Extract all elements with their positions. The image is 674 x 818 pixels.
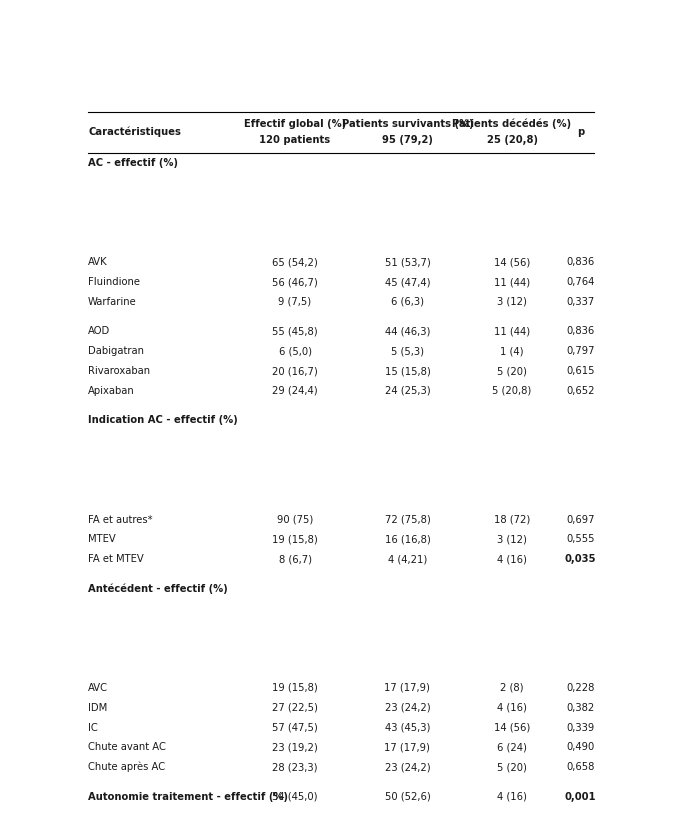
Text: 1 (4): 1 (4): [500, 346, 524, 356]
Text: IDM: IDM: [88, 703, 107, 712]
Text: Rivaroxaban: Rivaroxaban: [88, 366, 150, 376]
Text: 11 (44): 11 (44): [494, 277, 530, 287]
Text: 0,035: 0,035: [565, 554, 596, 564]
Text: 5 (20,8): 5 (20,8): [493, 386, 532, 396]
Text: 0,490: 0,490: [566, 742, 594, 753]
Text: 27 (22,5): 27 (22,5): [272, 703, 318, 712]
Text: Warfarine: Warfarine: [88, 297, 137, 307]
Text: 51 (53,7): 51 (53,7): [385, 257, 430, 267]
Text: Autonomie traitement - effectif (%): Autonomie traitement - effectif (%): [88, 792, 288, 802]
Text: 4 (4,21): 4 (4,21): [388, 554, 427, 564]
Text: Caractéristiques: Caractéristiques: [88, 127, 181, 137]
Text: 6 (24): 6 (24): [497, 742, 527, 753]
Text: 45 (47,4): 45 (47,4): [385, 277, 430, 287]
Text: 20 (16,7): 20 (16,7): [272, 366, 318, 376]
Text: 0,797: 0,797: [566, 346, 594, 356]
Text: 43 (45,3): 43 (45,3): [385, 722, 430, 732]
Text: 19 (15,8): 19 (15,8): [272, 683, 318, 693]
Text: 29 (24,4): 29 (24,4): [272, 386, 318, 396]
Text: Chute après AC: Chute après AC: [88, 762, 165, 772]
Text: 65 (54,2): 65 (54,2): [272, 257, 318, 267]
Text: 23 (24,2): 23 (24,2): [385, 762, 430, 772]
Text: 17 (17,9): 17 (17,9): [384, 683, 431, 693]
Text: MTEV: MTEV: [88, 534, 116, 544]
Text: 2 (8): 2 (8): [500, 683, 524, 693]
Text: IC: IC: [88, 722, 98, 732]
Text: 8 (6,7): 8 (6,7): [278, 554, 311, 564]
Text: 54 (45,0): 54 (45,0): [272, 792, 318, 802]
Text: 18 (72): 18 (72): [494, 515, 530, 524]
Text: 0,836: 0,836: [566, 326, 594, 336]
Text: 0,836: 0,836: [566, 257, 594, 267]
Text: 5 (20): 5 (20): [497, 762, 527, 772]
Text: 4 (16): 4 (16): [497, 703, 527, 712]
Text: 57 (47,5): 57 (47,5): [272, 722, 318, 732]
Text: 0,697: 0,697: [566, 515, 594, 524]
Text: 0,228: 0,228: [566, 683, 594, 693]
Text: Effectif global (%): Effectif global (%): [244, 119, 346, 128]
Text: 5 (20): 5 (20): [497, 366, 527, 376]
Text: 4 (16): 4 (16): [497, 554, 527, 564]
Text: 15 (15,8): 15 (15,8): [385, 366, 430, 376]
Text: 0,001: 0,001: [564, 792, 596, 802]
Text: p: p: [577, 127, 584, 137]
Text: 90 (75): 90 (75): [277, 515, 313, 524]
Text: 55 (45,8): 55 (45,8): [272, 326, 318, 336]
Text: 0,337: 0,337: [566, 297, 594, 307]
Text: 14 (56): 14 (56): [494, 722, 530, 732]
Text: 0,764: 0,764: [566, 277, 594, 287]
Text: AVK: AVK: [88, 257, 108, 267]
Text: 9 (7,5): 9 (7,5): [278, 297, 311, 307]
Text: Apixaban: Apixaban: [88, 386, 135, 396]
Text: 0,615: 0,615: [566, 366, 594, 376]
Text: FA et MTEV: FA et MTEV: [88, 554, 144, 564]
Text: 50 (52,6): 50 (52,6): [385, 792, 430, 802]
Text: Indication AC - effectif (%): Indication AC - effectif (%): [88, 416, 238, 425]
Text: 95 (79,2): 95 (79,2): [382, 135, 433, 145]
Text: 3 (12): 3 (12): [497, 297, 527, 307]
Text: 72 (75,8): 72 (75,8): [385, 515, 430, 524]
Text: 24 (25,3): 24 (25,3): [385, 386, 430, 396]
Text: 6 (6,3): 6 (6,3): [391, 297, 424, 307]
Text: 23 (19,2): 23 (19,2): [272, 742, 318, 753]
Text: 19 (15,8): 19 (15,8): [272, 534, 318, 544]
Text: AVC: AVC: [88, 683, 108, 693]
Text: Patients décédés (%): Patients décédés (%): [452, 119, 572, 128]
Text: 0,382: 0,382: [566, 703, 594, 712]
Text: 120 patients: 120 patients: [259, 135, 331, 145]
Text: Fluindione: Fluindione: [88, 277, 140, 287]
Text: 16 (16,8): 16 (16,8): [385, 534, 430, 544]
Text: 44 (46,3): 44 (46,3): [385, 326, 430, 336]
Text: Dabigatran: Dabigatran: [88, 346, 144, 356]
Text: 23 (24,2): 23 (24,2): [385, 703, 430, 712]
Text: 0,652: 0,652: [566, 386, 594, 396]
Text: 0,658: 0,658: [566, 762, 594, 772]
Text: AOD: AOD: [88, 326, 111, 336]
Text: 0,339: 0,339: [566, 722, 594, 732]
Text: 28 (23,3): 28 (23,3): [272, 762, 318, 772]
Text: Patients survivants (%): Patients survivants (%): [342, 119, 473, 128]
Text: AC - effectif (%): AC - effectif (%): [88, 158, 178, 168]
Text: Chute avant AC: Chute avant AC: [88, 742, 166, 753]
Text: FA et autres*: FA et autres*: [88, 515, 153, 524]
Text: Antécédent - effectif (%): Antécédent - effectif (%): [88, 583, 228, 594]
Text: 56 (46,7): 56 (46,7): [272, 277, 318, 287]
Text: 5 (5,3): 5 (5,3): [391, 346, 424, 356]
Text: 14 (56): 14 (56): [494, 257, 530, 267]
Text: 4 (16): 4 (16): [497, 792, 527, 802]
Text: 0,555: 0,555: [566, 534, 594, 544]
Text: 3 (12): 3 (12): [497, 534, 527, 544]
Text: 25 (20,8): 25 (20,8): [487, 135, 538, 145]
Text: 11 (44): 11 (44): [494, 326, 530, 336]
Text: 6 (5,0): 6 (5,0): [278, 346, 311, 356]
Text: 17 (17,9): 17 (17,9): [384, 742, 431, 753]
